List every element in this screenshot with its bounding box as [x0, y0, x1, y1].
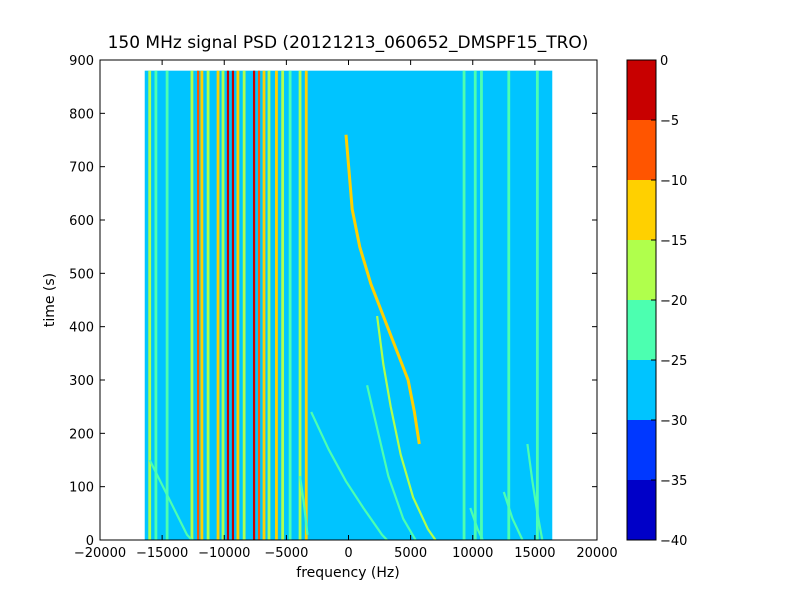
vertical-line — [257, 70, 261, 540]
vertical-line — [462, 70, 466, 540]
vertical-line — [252, 70, 256, 540]
colorbar-tick-label: −40 — [660, 534, 687, 549]
x-tick-label: 10000 — [452, 546, 493, 561]
vertical-line — [535, 70, 539, 540]
colorbar-tick-label: −30 — [660, 414, 687, 429]
colorbar-segment — [627, 420, 656, 480]
vertical-line — [197, 70, 200, 540]
vertical-line — [262, 70, 266, 540]
vertical-line — [473, 70, 477, 540]
vertical-line — [298, 70, 302, 540]
signal-curve — [310, 411, 388, 540]
vertical-line — [275, 70, 278, 540]
y-tick-label: 500 — [69, 267, 94, 282]
x-tick-label: −10000 — [198, 546, 250, 561]
vertical-line — [206, 70, 210, 540]
vertical-line — [165, 70, 169, 540]
y-tick-label: 700 — [69, 161, 94, 176]
colorbar-segment — [627, 360, 656, 420]
signal-curve — [298, 475, 309, 535]
y-tick-label: 200 — [69, 427, 94, 442]
colorbar-segment — [627, 240, 656, 300]
signal-curve — [469, 507, 484, 540]
colorbar-tick-label: −10 — [660, 174, 687, 189]
x-tick-label: 15000 — [514, 546, 555, 561]
vertical-line — [221, 70, 225, 540]
signal-curve — [366, 385, 417, 540]
x-tick-label: −15000 — [136, 546, 188, 561]
x-tick-label: 20000 — [576, 546, 617, 561]
signal-curve — [376, 315, 437, 540]
vertical-line — [267, 70, 271, 540]
y-tick-label: 400 — [69, 321, 94, 336]
x-axis: −20000 −15000 −10000 −5000 0 5000 10000 15000 20… — [74, 60, 618, 561]
vertical-line — [154, 70, 158, 540]
vertical-line — [304, 70, 308, 540]
colorbar-tick-label: −35 — [660, 474, 687, 489]
x-tick-label: −5000 — [264, 546, 308, 561]
vertical-line — [507, 70, 511, 540]
vertical-line — [236, 70, 240, 540]
vertical-line — [288, 70, 292, 540]
colorbar-tick-label: −15 — [660, 234, 687, 249]
colorbar-tick-label: 0 — [660, 54, 668, 69]
heatmap — [144, 70, 553, 540]
y-tick-label: 300 — [69, 374, 94, 389]
plot-area: −20000 −15000 −10000 −5000 0 5000 10000 15000 20… — [69, 54, 618, 561]
colorbar-segment — [627, 60, 656, 120]
signal-curve — [148, 459, 193, 540]
chart-title: 150 MHz signal PSD (20121213_060652_DMSP… — [108, 33, 589, 53]
x-tick-label: 5000 — [394, 546, 427, 561]
colorbar: −40 −35 −30 −25 −20 −15 −10 −5 0 — [626, 54, 687, 549]
vertical-line — [231, 70, 235, 540]
colorbar-tick-label: −5 — [660, 114, 679, 129]
colorbar-segment — [627, 300, 656, 360]
y-tick-label: 900 — [69, 54, 94, 69]
vertical-line — [226, 70, 230, 540]
x-tick-label: −20000 — [74, 546, 126, 561]
y-tick-label: 800 — [69, 107, 94, 122]
vertical-line — [480, 70, 483, 540]
vertical-line — [216, 70, 220, 540]
vertical-line — [281, 70, 285, 540]
y-axis: 0 100 200 300 400 500 600 700 800 900 — [69, 54, 597, 549]
heatmap-background — [144, 70, 553, 540]
colorbar-segment — [627, 480, 656, 540]
colorbar-segment — [627, 120, 656, 180]
vertical-line — [242, 70, 246, 540]
y-tick-label: 100 — [69, 481, 94, 496]
vertical-line — [190, 70, 194, 540]
y-axis-label: time (s) — [42, 273, 58, 327]
signal-curve — [502, 491, 524, 540]
signal-curve — [526, 443, 544, 540]
colorbar-tick-label: −25 — [660, 354, 687, 369]
signal-curve — [344, 134, 421, 445]
y-tick-label: 0 — [86, 534, 94, 549]
colorbar-tick-label: −20 — [660, 294, 687, 309]
vertical-line — [200, 70, 204, 540]
vertical-line — [148, 70, 152, 540]
colorbar-segment — [627, 180, 656, 240]
x-axis-label: frequency (Hz) — [296, 565, 399, 581]
x-tick-label: 0 — [344, 546, 352, 561]
y-tick-label: 600 — [69, 214, 94, 229]
